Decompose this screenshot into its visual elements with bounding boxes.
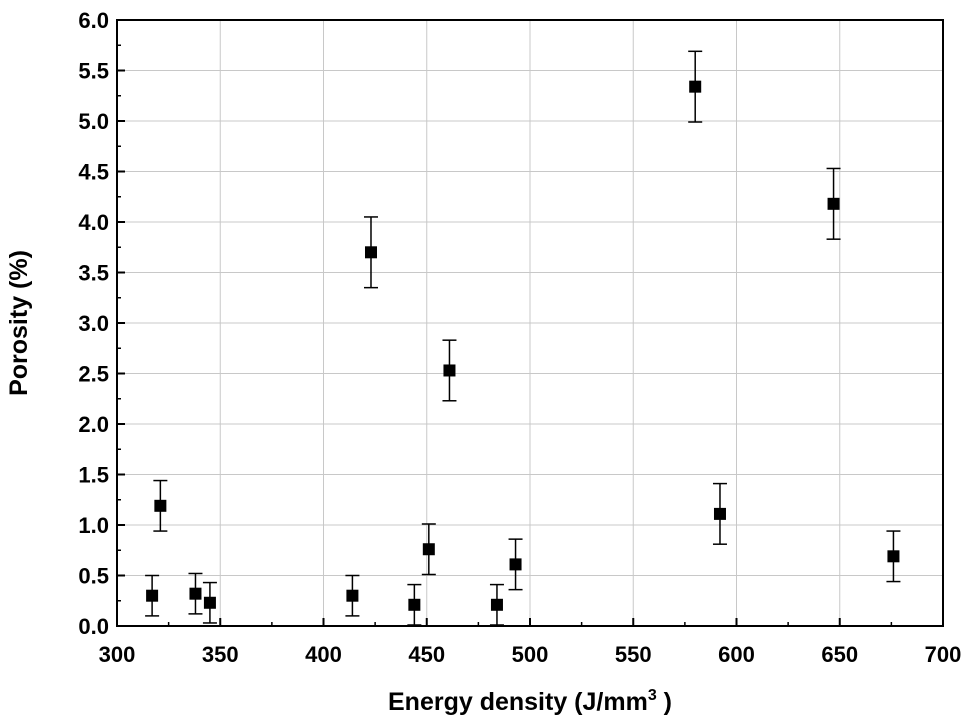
x-tick-label: 500 xyxy=(512,642,549,667)
y-tick-label: 2.5 xyxy=(78,362,109,387)
data-points xyxy=(146,80,900,611)
y-tick-label: 0.5 xyxy=(78,564,109,589)
y-tick-label: 1.0 xyxy=(78,513,109,538)
grid-lines xyxy=(116,19,944,627)
x-tick-label: 400 xyxy=(305,642,342,667)
data-point xyxy=(887,550,900,563)
x-axis-title-main: Energy density (J/mm xyxy=(388,688,648,716)
y-tick-label: 4.5 xyxy=(78,160,109,185)
data-point xyxy=(422,543,435,556)
x-tick-label: 700 xyxy=(925,642,962,667)
x-tick-label: 650 xyxy=(821,642,858,667)
x-axis-title-end: ) xyxy=(657,688,672,716)
data-point xyxy=(443,364,456,377)
x-axis-title: Energy density (J/mm3 ) xyxy=(388,687,672,716)
x-tick-label: 300 xyxy=(99,642,136,667)
x-tick-label: 450 xyxy=(408,642,445,667)
x-tick-label: 350 xyxy=(202,642,239,667)
y-tick-label: 3.5 xyxy=(78,261,109,286)
y-tick-labels: 0.0 0.5 1.0 1.5 2.0 2.5 3.0 3.5 4.0 4.5 5.0 5.5 6.0 xyxy=(78,8,109,639)
data-point xyxy=(509,558,522,571)
data-point xyxy=(408,598,421,611)
x-tick-labels: 300 350 400 450 500 550 600 650 700 xyxy=(99,642,962,667)
data-point xyxy=(189,587,202,600)
y-tick-label: 0.0 xyxy=(78,614,109,639)
x-tick-label: 600 xyxy=(718,642,755,667)
y-tick-label: 3.0 xyxy=(78,311,109,336)
data-point xyxy=(154,499,167,512)
y-axis-title: Porosity (%) xyxy=(5,250,33,396)
x-axis-title-superscript: 3 xyxy=(648,687,657,704)
data-point xyxy=(713,507,726,520)
axis-ticks xyxy=(116,19,944,627)
data-point xyxy=(827,197,840,210)
data-point xyxy=(689,80,702,93)
y-tick-label: 1.5 xyxy=(78,463,109,488)
data-point xyxy=(146,589,159,602)
y-tick-label: 5.5 xyxy=(78,59,109,84)
y-tick-label: 4.0 xyxy=(78,210,109,235)
y-tick-label: 6.0 xyxy=(78,8,109,33)
y-tick-label: 2.0 xyxy=(78,412,109,437)
x-tick-label: 550 xyxy=(615,642,652,667)
data-point xyxy=(364,246,377,259)
data-point xyxy=(203,596,216,609)
data-point xyxy=(490,598,503,611)
y-tick-label: 5.0 xyxy=(78,109,109,134)
error-bars xyxy=(145,50,901,626)
data-point xyxy=(346,589,359,602)
